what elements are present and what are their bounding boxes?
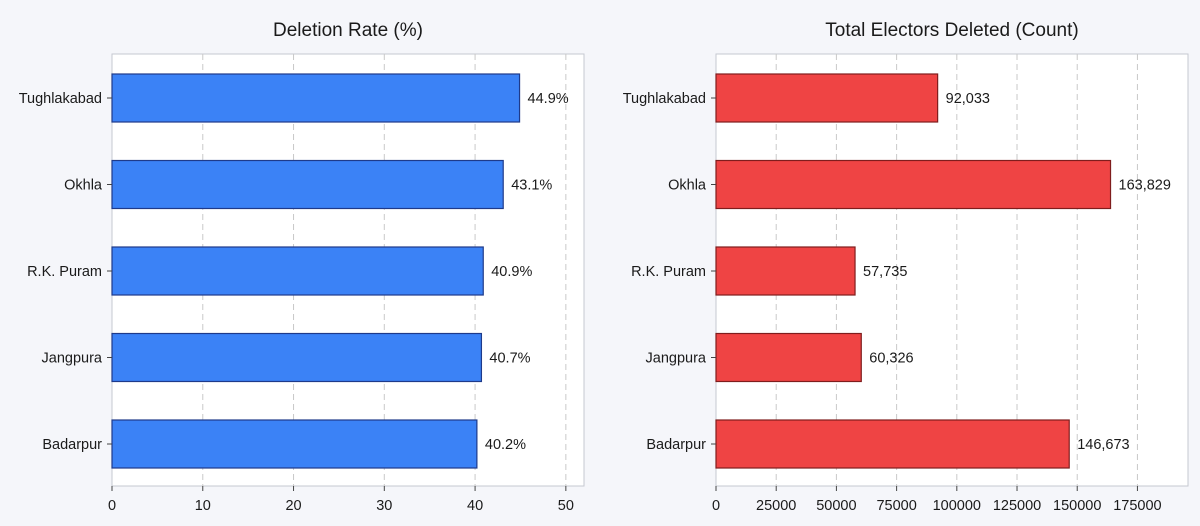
x-tick-label: 20 (285, 498, 301, 514)
data-label: 43.1% (511, 178, 552, 194)
data-label: 92,033 (946, 91, 990, 107)
x-tick-label: 150000 (1053, 498, 1101, 514)
bar (715, 246, 856, 296)
category-label: Badarpur (42, 437, 102, 453)
x-tick-label: 0 (712, 498, 720, 514)
category-label: Okhla (64, 178, 103, 194)
data-label: 57,735 (863, 264, 907, 280)
data-label: 60,326 (869, 351, 913, 367)
x-tick-label: 40 (467, 498, 483, 514)
bar (715, 332, 862, 383)
bar (111, 246, 484, 296)
category-label: Badarpur (646, 437, 706, 453)
x-tick-label: 75000 (876, 498, 916, 514)
x-tick-label: 125000 (993, 498, 1041, 514)
data-label: 163,829 (1119, 178, 1171, 194)
category-label: R.K. Puram (631, 264, 706, 280)
data-label: 40.7% (489, 351, 530, 367)
bar (715, 419, 1070, 469)
bar (715, 159, 1112, 210)
bar (111, 73, 521, 123)
x-tick-label: 0 (108, 498, 116, 514)
chart-title: Total Electors Deleted (Count) (825, 20, 1078, 41)
x-tick-label: 30 (376, 498, 392, 514)
category-label: Tughlakabad (19, 91, 102, 107)
electors-deleted-chart: Total Electors Deleted (Count) 0 25000 500… (623, 20, 1189, 514)
data-label: 40.9% (491, 264, 532, 280)
chart-title: Deletion Rate (%) (273, 20, 423, 41)
category-label: Okhla (668, 178, 707, 194)
category-label: Jangpura (646, 351, 707, 367)
category-label: Tughlakabad (623, 91, 706, 107)
category-label: R.K. Puram (27, 264, 102, 280)
data-label: 146,673 (1077, 437, 1129, 453)
x-tick-label: 175000 (1113, 498, 1161, 514)
x-tick-label: 50000 (816, 498, 856, 514)
x-tick-label: 25000 (756, 498, 796, 514)
bar (111, 419, 478, 469)
bar (111, 332, 483, 383)
deletion-rate-chart: Deletion Rate (%) 0 10 20 30 40 50 Tughlakabad… (19, 20, 585, 514)
data-label: 44.9% (528, 91, 569, 107)
data-label: 40.2% (485, 437, 526, 453)
x-tick-label: 10 (195, 498, 211, 514)
x-tick-label: 100000 (933, 498, 981, 514)
x-tick-label: 50 (558, 498, 574, 514)
category-label: Jangpura (42, 351, 103, 367)
bar (715, 73, 939, 123)
bar (111, 159, 504, 210)
